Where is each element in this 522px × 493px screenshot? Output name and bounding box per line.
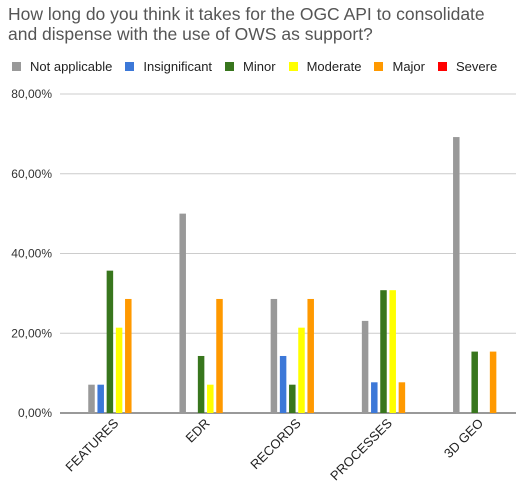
bar-processes-minor[interactable] <box>380 290 387 413</box>
bar-records-major[interactable] <box>307 298 314 413</box>
legend-swatch-minor <box>225 61 235 71</box>
chart-title-line-2: and dispense with the use of OWS as supp… <box>8 24 373 44</box>
bar-features-insignificant[interactable] <box>97 384 104 413</box>
legend-swatch-major <box>374 61 384 71</box>
legend-item-moderate[interactable]: Moderate <box>288 58 362 74</box>
bar-3d-geo-major[interactable] <box>489 351 497 413</box>
chart-gridlines <box>60 93 516 414</box>
legend-label-moderate: Moderate <box>306 58 362 74</box>
bar-edr-minor[interactable] <box>197 355 205 413</box>
legend-label-insignificant: Insignificant <box>143 58 213 74</box>
bar-records-not-applicable[interactable] <box>270 298 278 413</box>
legend-swatch-not-applicable <box>12 61 21 71</box>
bar-3d-geo-not-applicable[interactable] <box>453 137 460 413</box>
bar-edr-not-applicable[interactable] <box>179 213 186 414</box>
bar-processes-moderate[interactable] <box>389 290 396 413</box>
x-tick-label-edr: EDR <box>183 416 213 446</box>
bar-records-minor[interactable] <box>289 384 296 413</box>
x-tick-label-records: RECORDS <box>247 415 304 472</box>
x-axis-tick-labels: FEATURES EDR RECORDS PROCESSES 3D GEO <box>62 415 486 483</box>
bar-features-not-applicable[interactable] <box>88 384 95 413</box>
y-tick-label: 80,00% <box>11 87 52 101</box>
y-tick-label: 20,00% <box>11 326 52 340</box>
bar-records-moderate[interactable] <box>298 327 305 413</box>
bar-records-insignificant[interactable] <box>279 355 287 413</box>
chart-title-line-1: How long do you think it takes for the O… <box>8 4 485 24</box>
bar-processes-not-applicable[interactable] <box>361 320 369 413</box>
legend-swatch-insignificant <box>125 61 135 71</box>
x-tick-label-features: FEATURES <box>62 415 121 474</box>
legend-label-severe: Severe <box>456 58 498 74</box>
bar-features-major[interactable] <box>125 298 132 413</box>
legend-item-not-applicable[interactable]: Not applicable <box>12 59 112 74</box>
chart-bars <box>88 137 497 414</box>
y-tick-label: 60,00% <box>11 167 52 181</box>
legend-item-insignificant[interactable]: Insignificant <box>125 59 212 74</box>
bar-edr-major[interactable] <box>216 298 223 413</box>
y-tick-label: 0,00% <box>18 406 52 420</box>
y-tick-label: 40,00% <box>11 247 52 261</box>
legend-swatch-severe <box>438 61 447 71</box>
chart-title: How long do you think it takes for the O… <box>8 4 518 44</box>
chart-legend: Not applicable Insignificant Minor Moder… <box>12 58 497 74</box>
bar-processes-major[interactable] <box>398 382 406 413</box>
bar-3d-geo-minor[interactable] <box>471 351 478 413</box>
legend-item-major[interactable]: Major <box>374 59 425 74</box>
legend-item-minor[interactable]: Minor <box>225 59 276 74</box>
bar-features-minor[interactable] <box>106 270 114 413</box>
legend-label-minor: Minor <box>243 58 276 74</box>
legend-label-major: Major <box>392 58 425 74</box>
legend-swatch-moderate <box>288 61 298 71</box>
x-tick-label-processes: PROCESSES <box>327 415 395 483</box>
bar-edr-moderate[interactable] <box>207 384 214 413</box>
x-tick-label-3d-geo: 3D GEO <box>441 416 486 461</box>
bar-features-moderate[interactable] <box>115 327 123 413</box>
legend-item-severe[interactable]: Severe <box>438 59 497 74</box>
bar-processes-insignificant[interactable] <box>371 382 378 413</box>
legend-label-not-applicable: Not applicable <box>30 58 113 74</box>
y-axis-tick-labels: 0,00% 20,00% 40,00% 60,00% 80,00% <box>11 87 52 420</box>
